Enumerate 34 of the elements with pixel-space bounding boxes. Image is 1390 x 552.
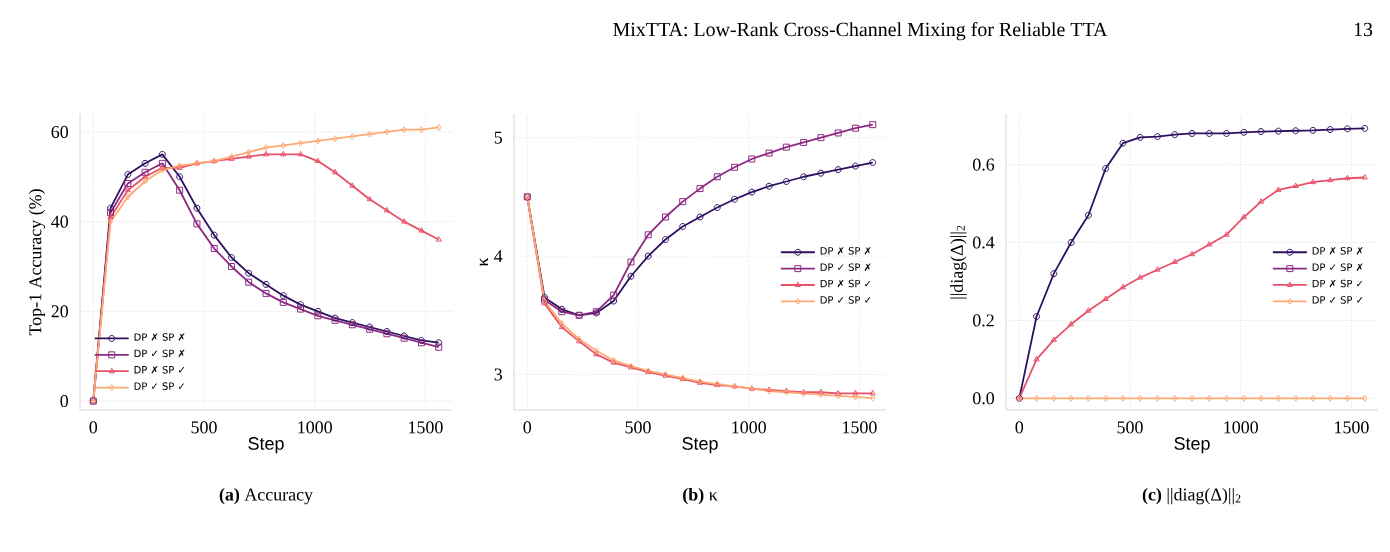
- x-tick-label: 1000: [732, 421, 766, 434]
- y-tick-label: 0.4: [972, 236, 995, 249]
- x-tick-label: 500: [625, 421, 651, 434]
- y-tick-label: 3: [494, 368, 503, 381]
- y-tick-label: 5: [494, 131, 503, 144]
- y-axis-title: κ: [479, 257, 489, 267]
- x-tick-label: 0: [1015, 421, 1024, 434]
- x-axis-title: Step: [1174, 437, 1210, 454]
- x-axis-title: Step: [248, 437, 284, 454]
- y-tick-label: 0.0: [972, 392, 995, 405]
- x-axis-title: Step: [682, 437, 718, 454]
- text: (b) κ: [683, 487, 718, 505]
- x-tick-label: 1500: [409, 421, 443, 434]
- x-tick-label: 0: [523, 421, 532, 434]
- x-tick-label: 1000: [1224, 421, 1258, 434]
- y-tick-label: 4: [494, 250, 503, 262]
- y-tick-label: 0: [60, 394, 69, 408]
- x-tick-label: 500: [1117, 421, 1143, 434]
- text: MixTTA: Low-Rank Cross-Channel Mixing for Reliable TTA: [613, 21, 1108, 41]
- x-tick-label: 500: [191, 421, 217, 434]
- y-tick-label: 0.2: [972, 314, 994, 327]
- y-axis-title: Top-1 Accuracy (%): [28, 189, 46, 336]
- y-axis-title: ||diag(Δ)||$_{2}$: [950, 225, 967, 299]
- x-tick-label: 1500: [1335, 421, 1369, 434]
- text: (a) Accuracy: [219, 487, 313, 505]
- y-tick-label: 40: [51, 215, 69, 228]
- y-tick-label: 60: [51, 125, 69, 138]
- x-tick-label: 1000: [298, 421, 332, 434]
- x-tick-label: 0: [89, 421, 98, 434]
- y-tick-label: 0.6: [972, 158, 995, 171]
- text: 13: [1354, 22, 1373, 37]
- y-tick-label: 20: [51, 305, 69, 318]
- x-tick-label: 1500: [843, 421, 877, 434]
- text: (c) ||diag(Δ)||$_{2}$: [1142, 487, 1241, 505]
